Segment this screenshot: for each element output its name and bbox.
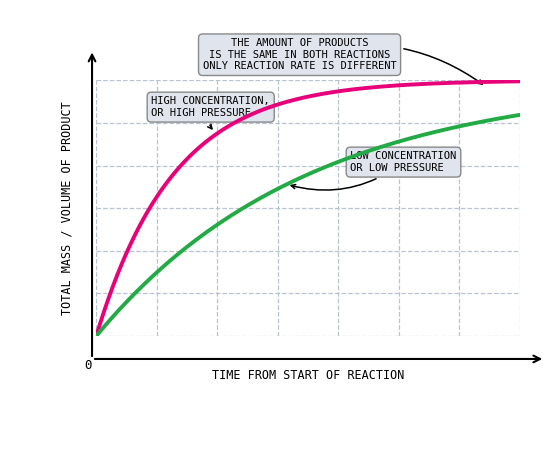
Text: 0: 0 (85, 359, 92, 372)
Text: THE AMOUNT OF PRODUCTS
IS THE SAME IN BOTH REACTIONS
ONLY REACTION RATE IS DIFFE: THE AMOUNT OF PRODUCTS IS THE SAME IN BO… (203, 38, 482, 84)
Text: HIGH CONCENTRATION,
OR HIGH PRESSURE: HIGH CONCENTRATION, OR HIGH PRESSURE (152, 96, 270, 129)
Text: TIME FROM START OF REACTION: TIME FROM START OF REACTION (212, 369, 404, 382)
Text: TOTAL MASS / VOLUME OF PRODUCT: TOTAL MASS / VOLUME OF PRODUCT (60, 101, 73, 315)
Text: LOW CONCENTRATION
OR LOW PRESSURE: LOW CONCENTRATION OR LOW PRESSURE (291, 152, 457, 190)
